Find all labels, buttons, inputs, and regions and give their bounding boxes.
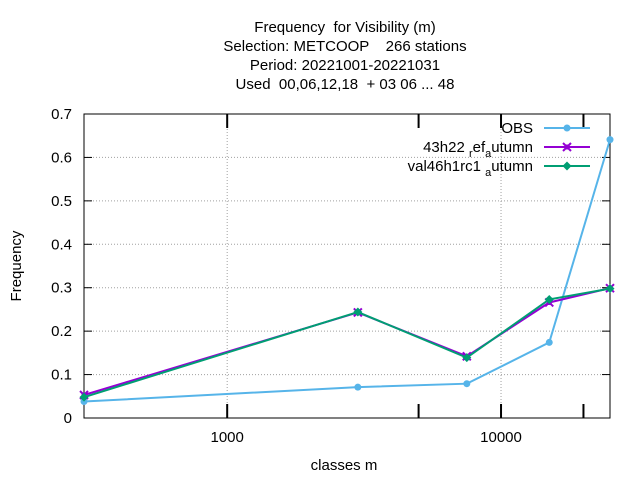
legend-marker (562, 161, 572, 171)
data-point (79, 392, 89, 402)
legend-43h22-end: utumn (491, 139, 533, 156)
y-tick-label: 0.6 (51, 149, 72, 166)
legend-43h22-sub2: a (485, 148, 492, 160)
data-point (544, 294, 554, 304)
title-line-3: Period: 20221001-20221031 (249, 57, 441, 74)
title-line-2: Selection: METCOOP 266 stations (223, 38, 467, 55)
data-point (462, 353, 472, 363)
series-0 (80, 136, 614, 405)
legend-43h22-main: 43h22 (423, 139, 469, 156)
grid (84, 114, 610, 418)
data-point (463, 380, 471, 388)
y-tick-label: 0.3 (51, 280, 72, 297)
legend-entry-43h22: 43h22 refautumn (423, 139, 590, 160)
axis-ticks: 0 0.1 0.2 0.3 0.4 0.5 0.6 0.7 1000 10000 (51, 106, 610, 446)
x-axis-label: classes m (311, 457, 378, 474)
legend-val-main: val46h1rc1 (408, 158, 486, 175)
data-point (353, 307, 363, 317)
title-line-1: Frequency for Visibility (m) (254, 19, 436, 36)
plot-frame (83, 113, 611, 419)
legend-43h22-mid: ef (473, 139, 486, 156)
legend: OBS 43h22 refautumn val46h1rc1 autumn (408, 120, 590, 179)
series-line (83, 287, 611, 396)
title-line-4: Used 00,06,12,18 + 03 06 ... 48 (235, 76, 455, 93)
legend-val-sub2: a (485, 167, 492, 179)
series-lines (79, 136, 615, 405)
y-tick-label: 0.4 (51, 236, 72, 253)
series-line (83, 287, 611, 399)
data-point (605, 284, 615, 294)
series-2 (79, 284, 615, 402)
legend-43h22-sub1: r (469, 148, 473, 160)
y-tick-label: 0.1 (51, 367, 72, 384)
y-tick-label: 0 (64, 410, 72, 427)
legend-entry-val46h1rc1: val46h1rc1 autumn (408, 158, 590, 179)
legend-val-end: utumn (491, 158, 533, 175)
data-point (354, 383, 362, 391)
legend-label-obs: OBS (501, 120, 533, 137)
legend-marker (563, 124, 571, 132)
x-tick-label: 10000 (480, 429, 522, 446)
y-axis-label: Frequency (8, 230, 25, 301)
y-tick-label: 0.5 (51, 193, 72, 210)
legend-entry-obs: OBS (501, 120, 590, 137)
y-tick-label: 0.2 (51, 323, 72, 340)
series-1 (79, 283, 615, 400)
data-point (545, 338, 553, 346)
data-point (606, 136, 614, 144)
legend-label-val46h1rc1: val46h1rc1 autumn (408, 158, 533, 179)
legend-marker-core (564, 144, 570, 150)
legend-label-43h22: 43h22 refautumn (423, 139, 533, 160)
y-tick-label: 0.7 (51, 106, 72, 123)
series-line (83, 139, 611, 403)
x-tick-label: 1000 (210, 429, 243, 446)
